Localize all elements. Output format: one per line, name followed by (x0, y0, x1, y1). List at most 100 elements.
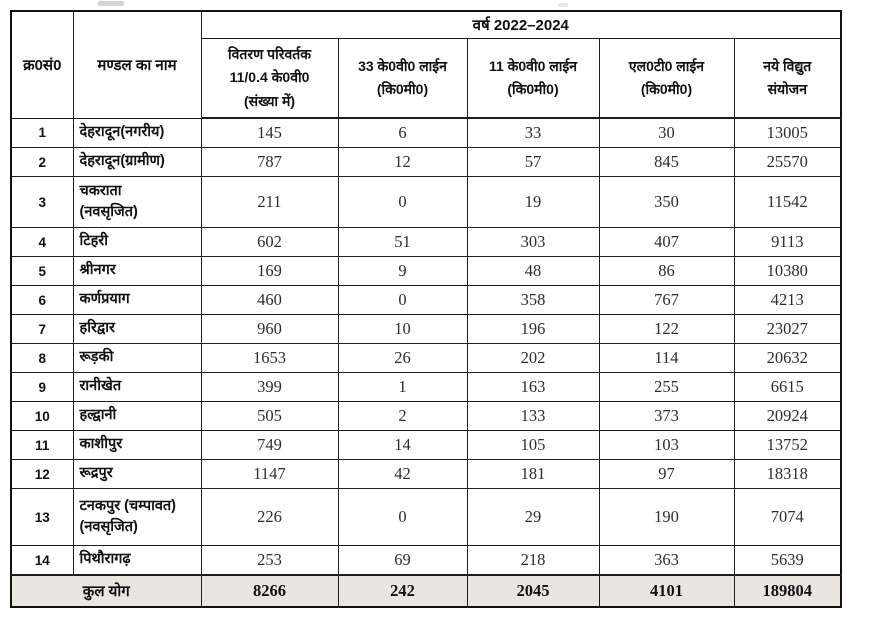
cell-new-connections: 13752 (733, 430, 842, 460)
cell-11kv-line: 202 (466, 343, 600, 373)
cell-11kv-line: 196 (466, 314, 600, 344)
cell-transformers: 145 (200, 117, 339, 148)
cell-new-connections: 25570 (733, 147, 842, 177)
cell-33kv-line: 9 (337, 256, 468, 286)
cell-lt-line: 845 (598, 147, 735, 177)
cell-serial: 6 (10, 285, 74, 315)
cell-33kv-line: 69 (337, 545, 468, 576)
cell-new-connections: 9113 (733, 227, 842, 257)
scan-artifact (558, 3, 568, 7)
table-row: 14 पिथौरागढ़ 253 69 218 363 5639 (10, 545, 842, 576)
cell-new-connections: 20632 (733, 343, 842, 373)
total-label: कुल योग (10, 574, 202, 608)
header-transformers: वितरण परिवर्तक 11/0.4 के0वी0 (संख्या में… (200, 38, 339, 119)
total-11kv-line: 2045 (466, 574, 600, 608)
cell-new-connections: 10380 (733, 256, 842, 286)
cell-transformers: 1147 (200, 459, 339, 489)
header-serial: क्र0सं0 (10, 10, 74, 119)
table-row: 9 रानीखेत 399 1 163 255 6615 (10, 372, 842, 402)
cell-lt-line: 363 (598, 545, 735, 576)
cell-transformers: 505 (200, 401, 339, 431)
cell-transformers: 602 (200, 227, 339, 257)
cell-transformers: 1653 (200, 343, 339, 373)
cell-33kv-line: 1 (337, 372, 468, 402)
cell-11kv-line: 181 (466, 459, 600, 489)
cell-lt-line: 190 (598, 488, 735, 546)
cell-serial: 12 (10, 459, 74, 489)
cell-new-connections: 11542 (733, 176, 842, 228)
cell-division-name: रूड़की (72, 343, 202, 373)
cell-division-name: टिहरी (72, 227, 202, 257)
table-row: 5 श्रीनगर 169 9 48 86 10380 (10, 256, 842, 286)
cell-serial: 7 (10, 314, 74, 344)
total-row: कुल योग 8266 242 2045 4101 189804 (10, 574, 842, 608)
table-row: 13 टनकपुर (चम्पावत) (नवसृजित) 226 0 29 1… (10, 488, 842, 546)
cell-11kv-line: 19 (466, 176, 600, 228)
cell-new-connections: 7074 (733, 488, 842, 546)
total-transformers: 8266 (200, 574, 339, 608)
cell-33kv-line: 42 (337, 459, 468, 489)
cell-33kv-line: 12 (337, 147, 468, 177)
cell-serial: 3 (10, 176, 74, 228)
cell-serial: 10 (10, 401, 74, 431)
table-row: 4 टिहरी 602 51 303 407 9113 (10, 227, 842, 257)
cell-lt-line: 86 (598, 256, 735, 286)
cell-11kv-line: 303 (466, 227, 600, 257)
cell-transformers: 226 (200, 488, 339, 546)
cell-serial: 2 (10, 147, 74, 177)
cell-division-name: चकराता (नवसृजित) (72, 176, 202, 228)
cell-11kv-line: 29 (466, 488, 600, 546)
cell-serial: 4 (10, 227, 74, 257)
cell-division-name: पिथौरागढ़ (72, 545, 202, 576)
cell-33kv-line: 14 (337, 430, 468, 460)
cell-33kv-line: 26 (337, 343, 468, 373)
cell-new-connections: 4213 (733, 285, 842, 315)
cell-11kv-line: 33 (466, 117, 600, 148)
cell-serial: 13 (10, 488, 74, 546)
cell-11kv-line: 163 (466, 372, 600, 402)
cell-transformers: 749 (200, 430, 339, 460)
table-row: 12 रूद्रपुर 1147 42 181 97 18318 (10, 459, 842, 489)
cell-11kv-line: 57 (466, 147, 600, 177)
cell-serial: 14 (10, 545, 74, 576)
cell-division-name: हरिद्वार (72, 314, 202, 344)
header-year-span: वर्ष 2022–2024 (200, 10, 842, 39)
table-row: 2 देहरादून(ग्रामीण) 787 12 57 845 25570 (10, 147, 842, 177)
cell-serial: 1 (10, 117, 74, 148)
cell-11kv-line: 133 (466, 401, 600, 431)
cell-11kv-line: 105 (466, 430, 600, 460)
header-row-metrics: वितरण परिवर्तक 11/0.4 के0वी0 (संख्या में… (11, 38, 842, 119)
cell-33kv-line: 2 (337, 401, 468, 431)
scan-artifact (98, 1, 124, 6)
header-new-connections: नये विद्युत संयोजन (733, 38, 842, 119)
cell-33kv-line: 0 (337, 488, 468, 546)
header-11kv-line: 11 के0वी0 लाईन (कि0मी0) (466, 38, 600, 119)
cell-new-connections: 23027 (733, 314, 842, 344)
cell-division-name: कर्णप्रयाग (72, 285, 202, 315)
cell-lt-line: 122 (598, 314, 735, 344)
cell-11kv-line: 218 (466, 545, 600, 576)
division-statistics-table: क्र0सं0 मण्डल का नाम वर्ष 2022–2024 वितर… (10, 10, 843, 608)
cell-33kv-line: 0 (337, 176, 468, 228)
total-lt-line: 4101 (598, 574, 735, 608)
cell-serial: 9 (10, 372, 74, 402)
cell-transformers: 211 (200, 176, 339, 228)
total-new-connections: 189804 (733, 574, 842, 608)
cell-33kv-line: 51 (337, 227, 468, 257)
cell-new-connections: 20924 (733, 401, 842, 431)
cell-serial: 8 (10, 343, 74, 373)
total-33kv-line: 242 (337, 574, 468, 608)
table-row: 6 कर्णप्रयाग 460 0 358 767 4213 (10, 285, 842, 315)
cell-lt-line: 255 (598, 372, 735, 402)
cell-lt-line: 373 (598, 401, 735, 431)
cell-transformers: 460 (200, 285, 339, 315)
table-row: 10 हल्द्वानी 505 2 133 373 20924 (10, 401, 842, 431)
table-row: 1 देहरादून(नगरीय) 145 6 33 30 13005 (10, 117, 842, 148)
table-row: 3 चकराता (नवसृजित) 211 0 19 350 11542 (10, 176, 842, 228)
cell-11kv-line: 48 (466, 256, 600, 286)
cell-lt-line: 767 (598, 285, 735, 315)
cell-transformers: 253 (200, 545, 339, 576)
cell-division-name: हल्द्वानी (72, 401, 202, 431)
cell-division-name: टनकपुर (चम्पावत) (नवसृजित) (72, 488, 202, 546)
cell-33kv-line: 6 (337, 117, 468, 148)
